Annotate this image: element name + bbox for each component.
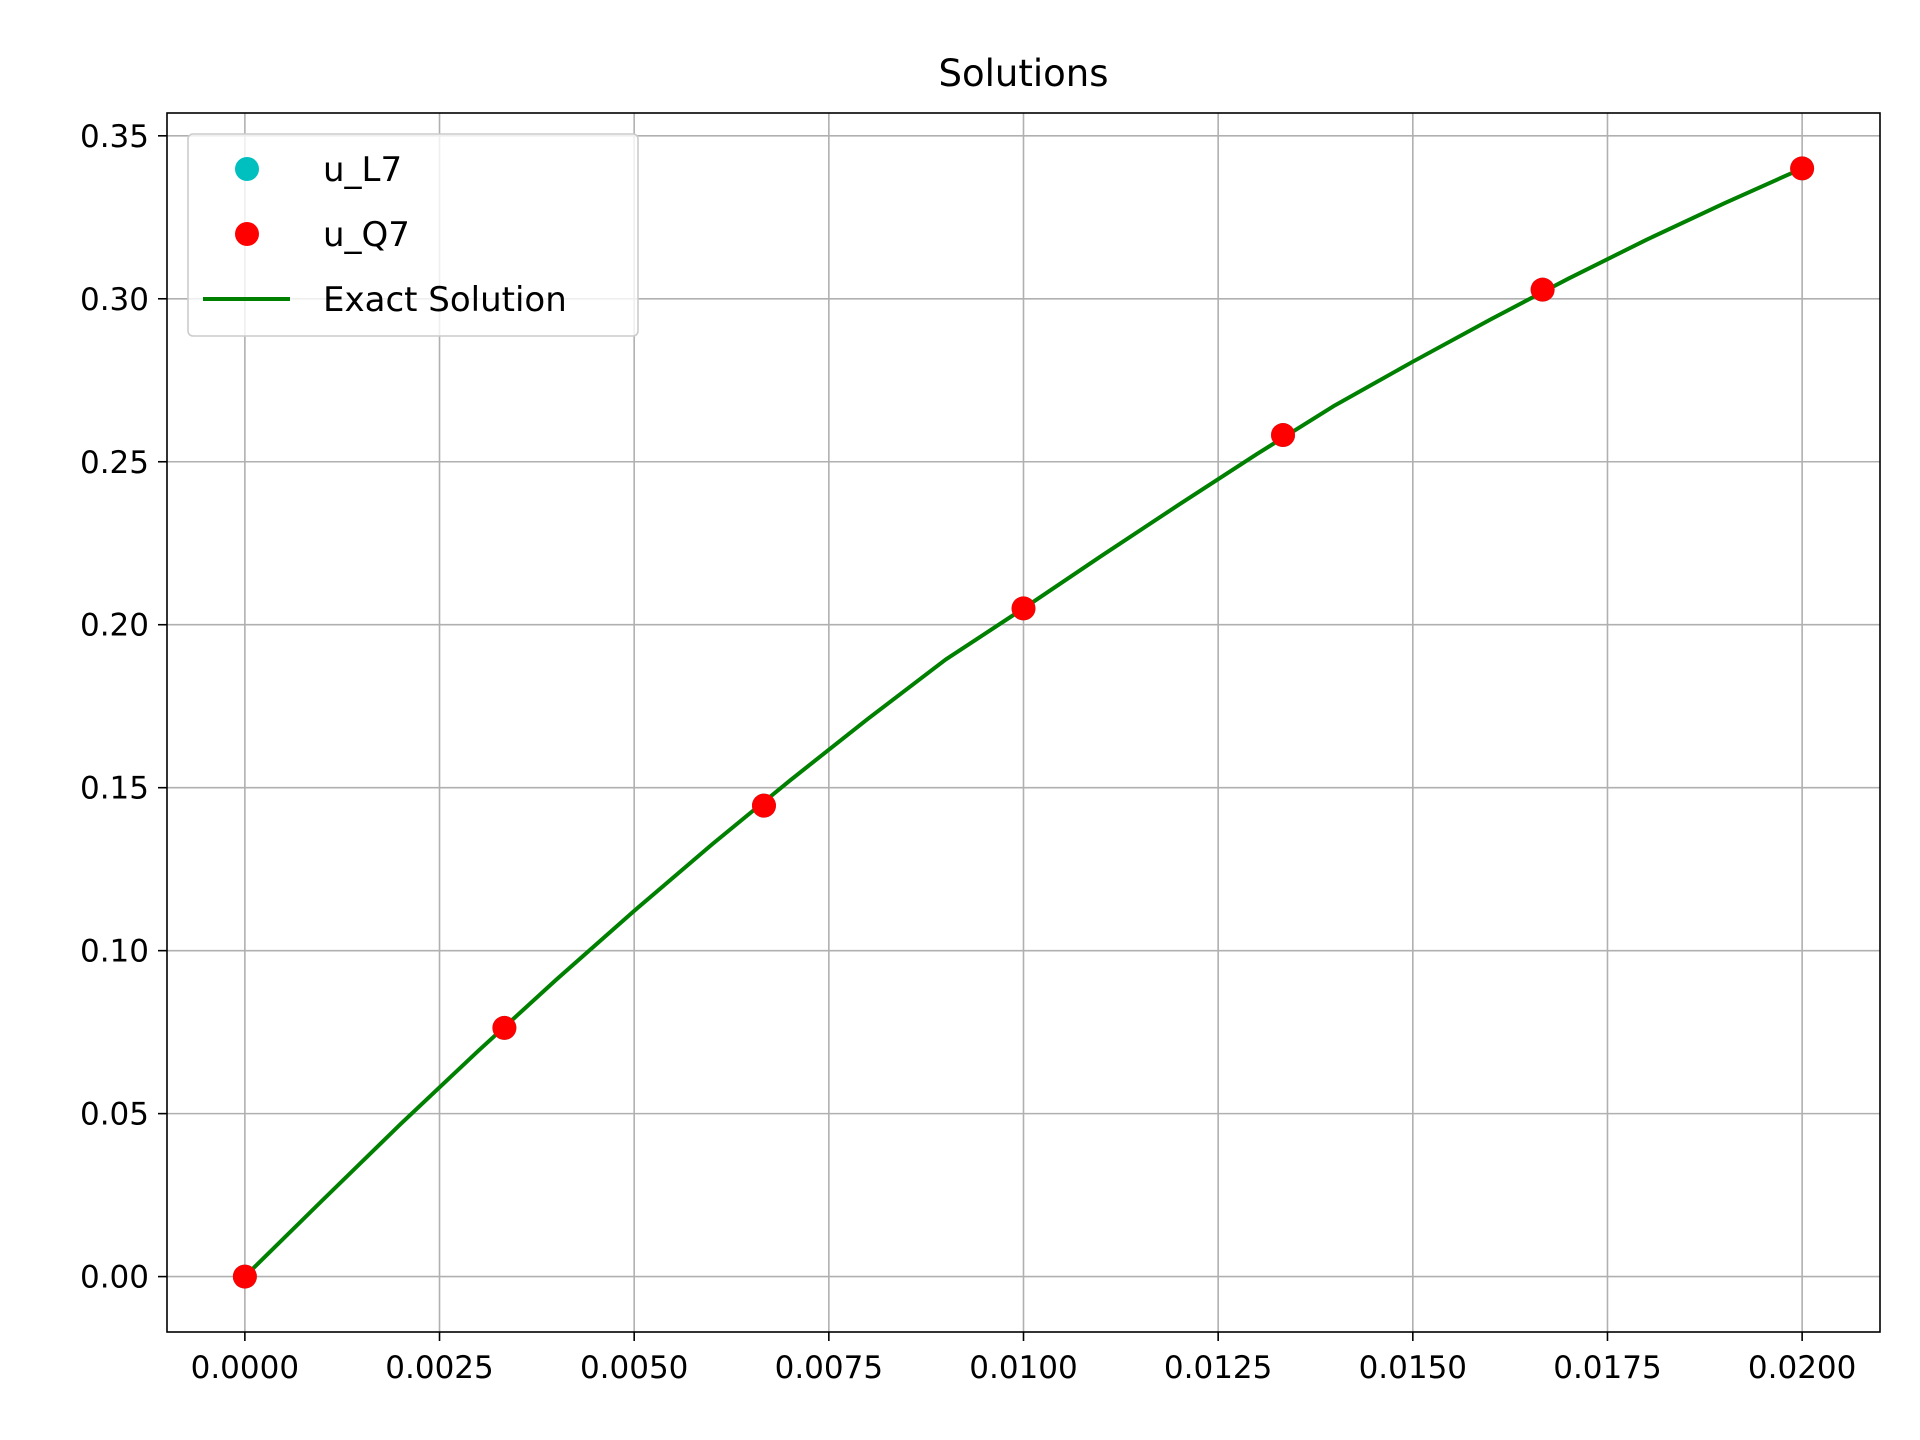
data-point [232, 1264, 257, 1289]
x-tick-label: 0.0075 [775, 1350, 883, 1386]
y-tick-label: 0.35 [80, 119, 149, 155]
x-axis-ticks: 0.0000 0.0025 0.0050 0.0075 0.0100 0.0125 0.01… [191, 1332, 1856, 1386]
data-point [1271, 423, 1296, 448]
legend-marker-swatch [235, 222, 259, 246]
data-point [492, 1015, 517, 1040]
axes-frame [166, 112, 1881, 1333]
x-tick-label: 0.0050 [580, 1350, 688, 1386]
x-tick-label: 0.0175 [1553, 1350, 1661, 1386]
chart-title: Solutions [938, 52, 1108, 95]
legend-label: u_L7 [323, 150, 402, 190]
x-tick-label: 0.0025 [385, 1350, 493, 1386]
data-point [751, 793, 776, 818]
x-tick-label: 0.0150 [1359, 1350, 1467, 1386]
data-point [1790, 156, 1815, 181]
legend-label: Exact Solution [323, 280, 567, 320]
y-tick-label: 0.25 [80, 445, 149, 481]
y-tick-label: 0.20 [80, 608, 149, 644]
x-tick-label: 0.0000 [191, 1350, 299, 1386]
x-tick-label: 0.0100 [969, 1350, 1077, 1386]
legend: u_L7 u_Q7 Exact Solution [187, 133, 639, 337]
data-point [1011, 596, 1036, 621]
plot-area [232, 156, 1815, 1289]
x-tick-label: 0.0200 [1748, 1350, 1856, 1386]
y-tick-label: 0.00 [80, 1260, 149, 1296]
y-tick-label: 0.05 [80, 1097, 149, 1133]
y-axis-ticks: 0.00 0.05 0.10 0.15 0.20 0.25 0.30 0.35 [80, 119, 167, 1296]
data-point [1530, 277, 1555, 302]
series-u-q7 [232, 156, 1815, 1289]
y-tick-label: 0.10 [80, 934, 149, 970]
legend-label: u_Q7 [323, 215, 410, 255]
legend-box [187, 133, 639, 337]
x-tick-label: 0.0125 [1164, 1350, 1272, 1386]
y-tick-label: 0.30 [80, 282, 149, 318]
y-tick-label: 0.15 [80, 771, 149, 807]
legend-marker-swatch [235, 157, 259, 181]
